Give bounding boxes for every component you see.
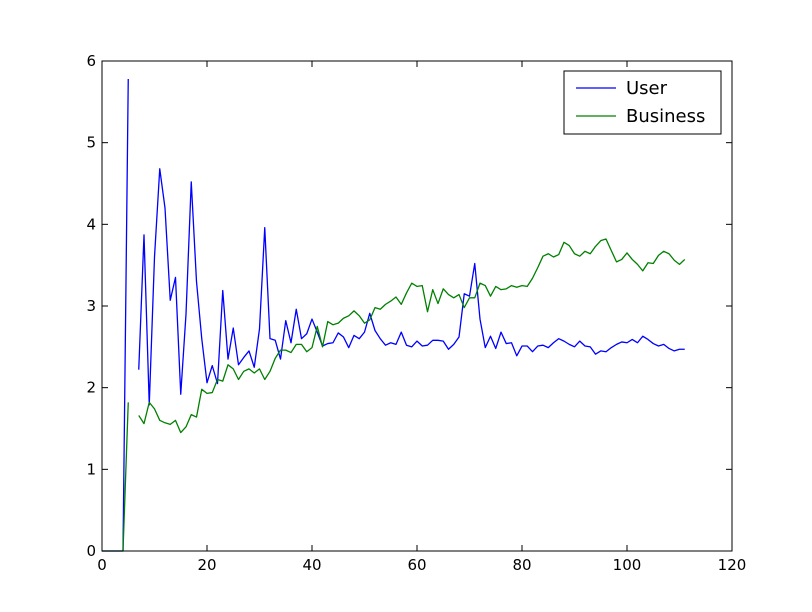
x-tick-label: 40: [302, 556, 321, 574]
legend-box: [563, 70, 722, 135]
series-line-business-1: [138, 238, 686, 434]
y-tick-label: 1: [86, 460, 96, 478]
series-line-user-1: [138, 168, 685, 406]
legend-label-user: User: [626, 78, 668, 99]
x-tick-label: 100: [613, 556, 642, 574]
y-tick-label: 5: [86, 134, 96, 152]
x-tick-label: 0: [97, 556, 107, 574]
y-tick-label: 2: [86, 379, 96, 397]
x-tick-label: 120: [718, 556, 747, 574]
x-tick-label: 80: [512, 556, 531, 574]
axes-layer: 0 20 40 60 80 100 120 0 1 2 3 4 5 6: [86, 52, 746, 574]
x-tick-label: 60: [407, 556, 426, 574]
y-tick-label: 0: [86, 542, 96, 560]
legend-label-business: Business: [626, 106, 705, 127]
y-tick-label: 6: [86, 52, 96, 70]
legend: User Business: [563, 70, 722, 135]
x-tick-label: 20: [197, 556, 216, 574]
y-tick-label: 3: [86, 297, 96, 315]
y-tick-label: 4: [86, 215, 96, 233]
